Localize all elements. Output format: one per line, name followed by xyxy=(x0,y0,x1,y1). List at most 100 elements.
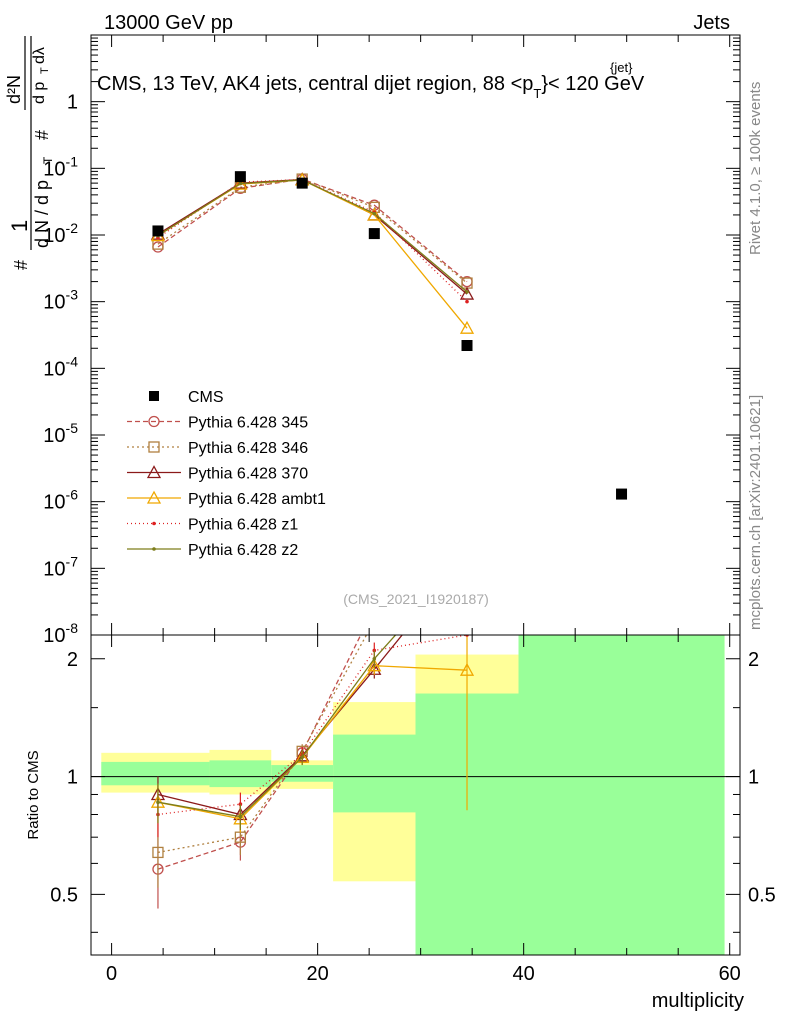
ratio-tick-label-right: 2 xyxy=(748,649,759,671)
series-line xyxy=(157,179,468,293)
series-line xyxy=(157,178,468,283)
legend-label: Pythia 6.428 370 xyxy=(188,466,308,483)
legend-marker xyxy=(152,521,156,526)
y-tick-exp: -7 xyxy=(66,553,79,569)
series-370 xyxy=(150,172,475,300)
y-tick-exp: -3 xyxy=(66,287,79,303)
data-point xyxy=(296,177,308,189)
series-z1 xyxy=(156,177,469,304)
legend-marker xyxy=(146,465,162,479)
series-line xyxy=(157,178,468,295)
ratio-band-green xyxy=(209,760,272,788)
series-line xyxy=(157,178,468,303)
legend-label: Pythia 6.428 345 xyxy=(188,415,308,432)
ratio-marker xyxy=(369,616,379,626)
data-point xyxy=(616,488,628,500)
main-series xyxy=(150,172,475,334)
ratio-series-z2 xyxy=(156,553,469,831)
y-tick-base: 10 xyxy=(43,625,65,647)
series-marker xyxy=(459,286,475,300)
legend-label: Pythia 6.428 z1 xyxy=(188,517,298,534)
series-marker xyxy=(465,299,469,304)
data-point xyxy=(368,228,380,240)
series-ambt1 xyxy=(150,172,475,334)
title-suffix: }< 120 GeV xyxy=(541,73,645,95)
y-tick-exp: -6 xyxy=(66,487,79,503)
ratio-marker xyxy=(367,658,382,672)
data-point xyxy=(234,171,246,183)
ratio-marker xyxy=(156,800,160,805)
ratio-marker xyxy=(462,550,472,560)
y-tick-label: 10-8 xyxy=(43,620,78,647)
ylabel-one: 1 xyxy=(7,220,32,232)
legend-label: Pythia 6.428 ambt1 xyxy=(188,491,326,508)
y-tick-base: 10 xyxy=(43,292,65,314)
main-data-points xyxy=(152,171,628,500)
y-tick-label: 10-3 xyxy=(43,287,78,314)
energy-label: 13000 GeV pp xyxy=(104,12,233,34)
title-prefix: CMS, 13 TeV, AK4 jets, central dijet reg… xyxy=(97,73,533,95)
y-tick-label: 10-2 xyxy=(43,220,78,247)
analysis-id: (CMS_2021_I1920187) xyxy=(343,591,489,607)
ratio-tick-label-right: 0.5 xyxy=(748,884,776,906)
ratio-marker xyxy=(300,755,304,760)
ratio-band-green xyxy=(333,734,416,813)
mcplots-label: mcplots.cern.ch [arXiv:2401.10621] xyxy=(747,395,764,630)
ratio-marker xyxy=(459,662,475,676)
ylabel-d2n: d²N xyxy=(4,75,24,104)
y-tick-label: 10-5 xyxy=(43,420,78,447)
ratio-marker xyxy=(238,814,243,819)
chart-title: CMS, 13 TeV, AK4 jets, central dijet reg… xyxy=(97,73,645,101)
ratio-axis-ticks: 0.5 0.5 1 1 2 2 xyxy=(50,635,776,955)
x-tick-labels: 0 20 40 60 xyxy=(106,963,741,985)
legend-label: Pythia 6.428 346 xyxy=(188,440,308,457)
y-tick-exp: -8 xyxy=(66,620,79,636)
series-line xyxy=(157,178,468,284)
data-point xyxy=(152,225,164,237)
y-tick-exp: -2 xyxy=(66,220,79,236)
y-tick-label: 10-6 xyxy=(43,487,78,514)
legend-label-cms: CMS xyxy=(188,389,224,406)
legend-label: Pythia 6.428 z2 xyxy=(188,542,298,559)
series-marker xyxy=(465,290,469,294)
series-z2 xyxy=(156,178,469,294)
ratio-marker xyxy=(465,553,469,557)
rivet-label: Rivet 4.1.0, ≥ 100k events xyxy=(747,82,764,255)
ratio-marker xyxy=(152,846,164,859)
main-axis-ticks: 10-810-710-610-510-410-310-210-11 xyxy=(43,35,740,647)
main-panel: 10-810-710-610-510-410-310-210-11 xyxy=(43,34,741,647)
legend-marker-cms xyxy=(149,391,159,401)
series-346 xyxy=(152,173,473,289)
ylabel-t-sub-2: T xyxy=(39,67,51,74)
ratio-marker xyxy=(462,550,472,560)
ylabel-hash-2: # xyxy=(32,130,52,140)
ratio-tick-label-right: 1 xyxy=(748,767,759,789)
ratio-frame xyxy=(90,634,741,956)
x-tick-label: 0 xyxy=(106,963,117,985)
ratio-ylabel: Ratio to CMS xyxy=(25,750,42,839)
title-sup: {jet} xyxy=(610,60,633,75)
x-tick-label: 60 xyxy=(719,963,741,985)
ylabel-hash-1: # xyxy=(11,260,31,270)
y-tick-exp: -4 xyxy=(66,353,79,369)
category-label: Jets xyxy=(693,12,730,34)
y-tick-label: 10-4 xyxy=(43,353,78,380)
legend-marker xyxy=(146,490,162,504)
y-tick-base: 10 xyxy=(43,425,65,447)
y-tick-label: 1 xyxy=(67,92,78,114)
ratio-marker xyxy=(372,656,377,661)
series-marker xyxy=(459,320,475,334)
ratio-tick-label-left: 2 xyxy=(67,649,78,671)
x-axis-label: multiplicity xyxy=(652,990,744,1012)
legend-marker xyxy=(148,415,160,428)
ratio-band-green xyxy=(518,635,725,955)
series-marker xyxy=(238,181,243,186)
y-tick-base: 10 xyxy=(43,492,65,514)
legend-marker xyxy=(152,547,156,551)
ratio-bands xyxy=(91,635,740,955)
ratio-band-green xyxy=(101,761,210,786)
y-tick-exp: -1 xyxy=(66,153,79,169)
legend-marker xyxy=(148,441,160,453)
ratio-line xyxy=(157,635,468,816)
